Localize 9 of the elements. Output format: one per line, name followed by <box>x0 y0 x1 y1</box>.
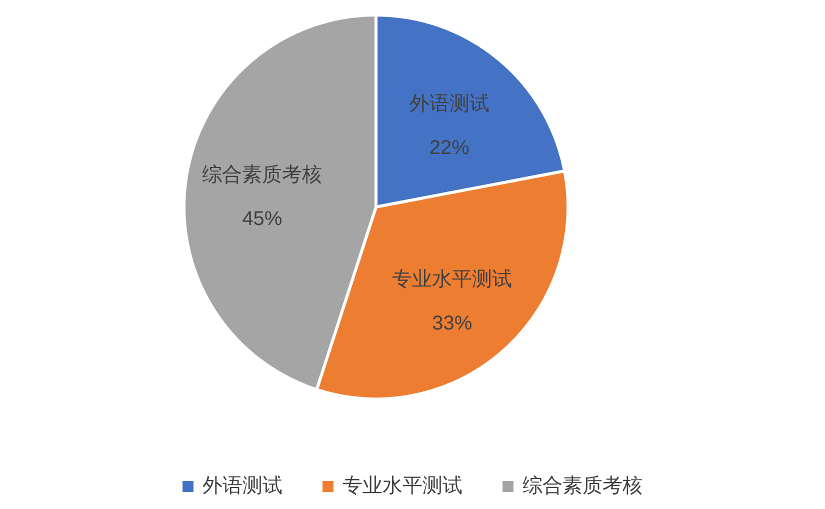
data-label: 45% <box>242 208 282 230</box>
data-label: 22% <box>429 137 470 160</box>
data-label: 33% <box>432 312 472 334</box>
slice-label: 综合素质考核 <box>202 164 322 186</box>
slice-label: 专业水平测试 <box>392 268 512 290</box>
legend-label: 专业水平测试 <box>342 475 462 497</box>
slice-label: 外语测试 <box>409 93 490 116</box>
legend-label: 综合素质考核 <box>522 475 642 497</box>
legend-label: 外语测试 <box>202 475 282 497</box>
